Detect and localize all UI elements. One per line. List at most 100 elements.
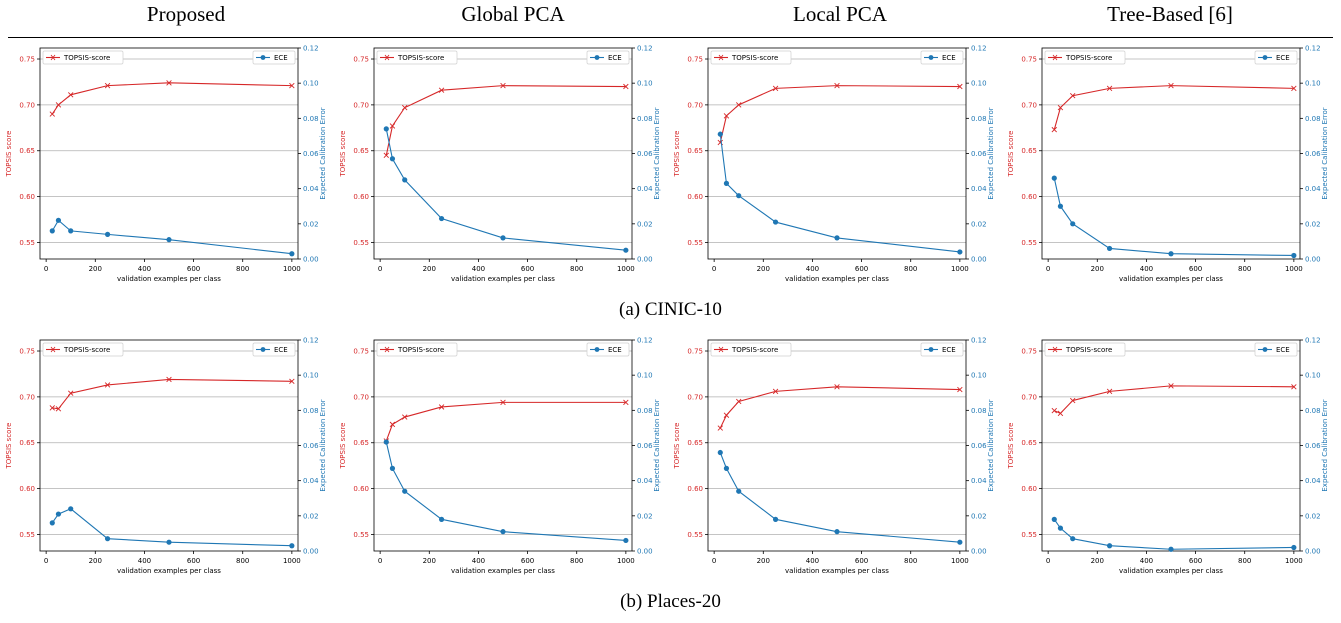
plot-frame	[39, 47, 299, 260]
x-tick-label: 400	[806, 265, 819, 273]
series-line-topsis-score	[1054, 385, 1294, 415]
legend-label-topsis: TOPSIS-score	[731, 346, 778, 354]
data-point-topsis-score	[623, 83, 629, 90]
y-tick-label: 0.55	[687, 239, 703, 247]
data-point-topsis-score	[834, 82, 840, 89]
plot-frame	[1041, 47, 1301, 260]
y-axis-label: TOPSIS score	[1007, 423, 1015, 470]
legend-label-ece: ECE	[942, 346, 956, 354]
data-point-ece	[736, 488, 742, 494]
y2-tick-label: 0.02	[971, 220, 987, 228]
legend-box-ece	[586, 342, 630, 357]
x-tick-label: 200	[1091, 557, 1104, 565]
y-tick-label: 0.70	[19, 101, 35, 109]
y2-tick-label: 0.06	[1305, 442, 1321, 450]
y-tick-label: 0.75	[353, 56, 369, 64]
y2-tick-label: 0.02	[971, 512, 987, 520]
data-point-ece	[289, 543, 295, 549]
y2-axis-label: Expected Calibration Error	[1321, 107, 1329, 199]
x-tick-label: 200	[1091, 265, 1104, 273]
data-point-ece	[736, 193, 742, 199]
y-tick-label: 0.75	[687, 348, 703, 356]
column-header-global-pca: Global PCA	[461, 2, 565, 26]
y-axis-label: TOPSIS score	[1007, 131, 1015, 178]
legend-box-ece	[1254, 342, 1298, 357]
data-point-topsis-score	[67, 92, 74, 98]
y-tick-label: 0.65	[353, 439, 369, 447]
y-tick-label: 0.55	[1021, 239, 1037, 247]
plot-frame	[373, 339, 633, 552]
data-point-topsis-score	[1057, 410, 1064, 417]
x-tick-label: 0	[1046, 557, 1050, 565]
data-point-topsis-score	[1069, 397, 1076, 404]
y2-tick-label: 0.12	[971, 45, 987, 53]
legend-label-topsis: TOPSIS-score	[731, 54, 778, 62]
data-point-ece	[1291, 544, 1297, 551]
data-point-topsis-score	[438, 404, 445, 410]
legend-marker-ece	[260, 55, 266, 60]
x-tick-label: 600	[1189, 265, 1202, 273]
legend-marker-topsis	[50, 346, 56, 353]
data-point-ece	[55, 511, 62, 517]
y2-tick-label: 0.02	[1305, 220, 1321, 228]
x-tick-label: 600	[187, 265, 200, 273]
y-axis-label: TOPSIS score	[673, 131, 681, 178]
y-tick-label: 0.75	[19, 348, 35, 356]
data-point-ece	[402, 177, 408, 183]
y2-tick-label: 0.02	[637, 220, 653, 228]
chart-cinic10-global-pca: 0 200 400 600 800 1000 validation examples per…	[339, 45, 661, 284]
y2-tick-label: 0.04	[303, 477, 319, 485]
y2-tick-label: 0.10	[1305, 372, 1321, 380]
data-point-topsis-score	[772, 85, 779, 92]
data-point-ece	[500, 235, 506, 241]
x-tick-label: 1000	[617, 265, 635, 273]
legend-marker-ece	[928, 55, 934, 60]
x-tick-label: 400	[1140, 265, 1153, 273]
caption-places20: (b) Places-20	[620, 591, 721, 612]
y2-axis-label: Expected Calibration Error	[1321, 399, 1329, 491]
x-tick-label: 600	[855, 557, 868, 565]
y2-tick-label: 0.04	[1305, 477, 1321, 485]
x-tick-label: 0	[378, 265, 382, 273]
x-tick-label: 600	[521, 265, 534, 273]
y-tick-label: 0.60	[353, 193, 369, 201]
y2-axis-label: Expected Calibration Error	[987, 107, 995, 199]
column-header-tree-based: Tree-Based [6]	[1107, 2, 1233, 26]
x-axis-label: validation examples per class	[785, 275, 889, 283]
data-point-topsis-score	[1106, 388, 1113, 395]
data-point-ece	[957, 539, 963, 545]
x-axis-label: validation examples per class	[451, 567, 555, 575]
x-tick-label: 200	[89, 557, 102, 565]
legend-box-topsis	[42, 342, 124, 357]
data-point-ece	[1106, 245, 1113, 252]
y-tick-label: 0.70	[353, 101, 369, 109]
data-point-ece	[772, 219, 779, 225]
legend-label-topsis: TOPSIS-score	[397, 54, 444, 62]
y2-tick-label: 0.06	[637, 442, 653, 450]
legend-box-ece	[1254, 50, 1298, 65]
y2-tick-label: 0.10	[303, 80, 319, 88]
x-tick-label: 200	[423, 557, 436, 565]
y2-tick-label: 0.04	[971, 185, 987, 193]
data-point-topsis-score	[55, 102, 62, 108]
y-tick-label: 0.60	[687, 485, 703, 493]
data-point-ece	[68, 228, 74, 234]
legend-label-topsis: TOPSIS-score	[1065, 346, 1112, 354]
y2-tick-label: 0.08	[1305, 407, 1321, 415]
legend-label-ece: ECE	[1276, 54, 1290, 62]
y2-tick-label: 0.12	[1305, 337, 1321, 345]
chart-cinic10-local-pca: 0 200 400 600 800 1000 validation examples per…	[673, 45, 995, 284]
plot-frame	[39, 339, 299, 552]
x-tick-label: 0	[712, 557, 716, 565]
chart-places20-proposed: 0 200 400 600 800 1000 validation examples per…	[5, 337, 327, 576]
y-axis-label: TOPSIS score	[673, 423, 681, 470]
legend-label-ece: ECE	[1276, 346, 1290, 354]
data-point-ece	[104, 536, 111, 542]
data-point-ece	[1291, 252, 1297, 259]
y2-tick-label: 0.12	[971, 337, 987, 345]
series-line-topsis-score	[719, 386, 960, 429]
y2-tick-label: 0.00	[971, 548, 987, 556]
y2-tick-label: 0.00	[1305, 548, 1321, 556]
data-point-topsis-score	[957, 83, 963, 90]
y-tick-label: 0.60	[1021, 485, 1037, 493]
